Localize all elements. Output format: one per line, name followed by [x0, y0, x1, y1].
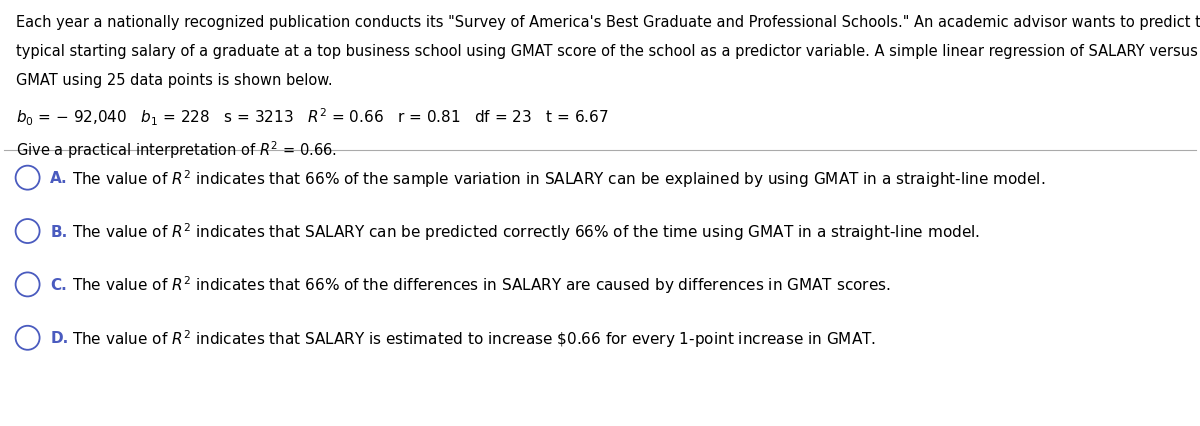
Text: Each year a nationally recognized publication conducts its "Survey of America's : Each year a nationally recognized public…: [16, 15, 1200, 30]
Text: Give a practical interpretation of $R^2$ = 0.66.: Give a practical interpretation of $R^2$…: [16, 138, 337, 160]
Text: The value of $R^2$ indicates that SALARY can be predicted correctly 66% of the t: The value of $R^2$ indicates that SALARY…: [72, 221, 980, 242]
Text: The value of $R^2$ indicates that 66% of the differences in SALARY are caused by: The value of $R^2$ indicates that 66% of…: [72, 274, 890, 296]
Text: typical starting salary of a graduate at a top business school using GMAT score : typical starting salary of a graduate at…: [16, 44, 1198, 59]
Text: The value of $R^2$ indicates that SALARY is estimated to increase \$0.66 for eve: The value of $R^2$ indicates that SALARY…: [72, 327, 876, 349]
Text: A.: A.: [50, 171, 68, 186]
Text: $b_0$ = − 92,040   $b_1$ = 228   s = 3213   $R^2$ = 0.66   r = 0.81   df = 23   : $b_0$ = − 92,040 $b_1$ = 228 s = 3213 $R…: [16, 106, 608, 127]
Text: C.: C.: [50, 277, 67, 292]
Text: The value of $R^2$ indicates that 66% of the sample variation in SALARY can be e: The value of $R^2$ indicates that 66% of…: [72, 167, 1045, 189]
Text: B.: B.: [50, 224, 67, 239]
Text: D.: D.: [50, 331, 68, 345]
Text: GMAT using 25 data points is shown below.: GMAT using 25 data points is shown below…: [16, 73, 332, 88]
